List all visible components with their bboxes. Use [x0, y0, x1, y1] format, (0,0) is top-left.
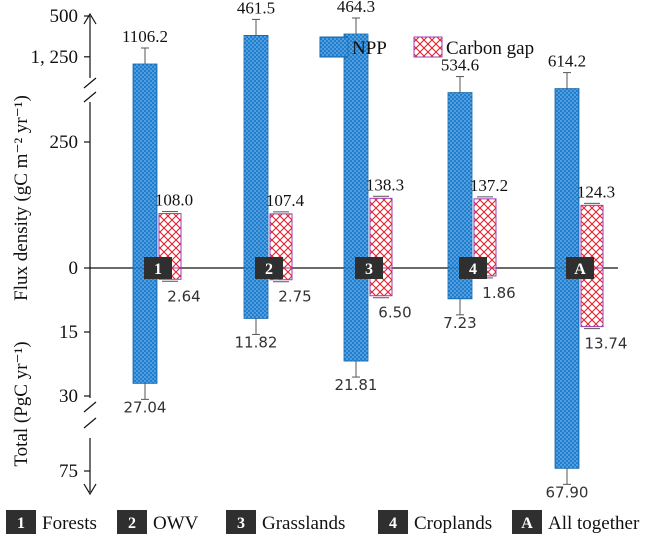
bar-npp-density: [554, 88, 580, 269]
legend-label-npp: NPP: [352, 38, 387, 59]
category-badge: [255, 257, 283, 279]
legend-swatch-carbon-gap: [413, 36, 443, 58]
y-tick-label-top: 500: [50, 6, 79, 27]
bar-npp-total: [343, 267, 369, 362]
value-label-npp-total: 11.82: [235, 333, 278, 351]
category-badge-text: A: [574, 261, 586, 278]
value-label-carbon-gap-total: 13.74: [585, 335, 628, 353]
bar-npp-density: [343, 33, 369, 269]
value-label-npp-total: 27.04: [124, 398, 167, 416]
value-labels: 1106.2 27.04 108.0 2.64 1 461.5 11.82 107.4 2.75…: [122, 0, 628, 501]
category-legend-badge-text: 2: [128, 515, 136, 532]
value-label-carbon-gap-density: 138.3: [366, 175, 404, 194]
y-axis-arrow-bottom: [83, 483, 97, 496]
axis-break-mark-2: [83, 401, 97, 413]
value-label-carbon-gap-total: 2.75: [278, 288, 311, 306]
category-legend-name: Croplands: [414, 513, 492, 534]
category-legend-badge: [6, 510, 36, 534]
value-label-npp-density: 534.6: [441, 56, 479, 75]
value-label-npp-total: 7.23: [443, 314, 476, 332]
y-axis-arrow-top: [83, 12, 97, 25]
category-legend-name: Grasslands: [262, 513, 345, 534]
axis-break-mark-3: [83, 417, 97, 429]
value-label-npp-total: 67.90: [546, 483, 589, 501]
category-legend-badge: [512, 510, 542, 534]
value-label-carbon-gap-total: 6.50: [378, 304, 411, 322]
value-label-npp-density: 1106.2: [122, 27, 168, 46]
category-legend-badge-text: 3: [237, 515, 245, 532]
value-label-carbon-gap-total: 2.64: [167, 287, 200, 305]
value-label-carbon-gap-density: 137.2: [470, 176, 508, 195]
category-legend-badge-text: A: [521, 515, 533, 532]
y-tick-label-top: 250: [50, 132, 79, 153]
value-label-npp-density: 614.2: [548, 52, 586, 71]
bars: [132, 17, 604, 485]
bar-npp-total: [132, 267, 158, 384]
category-legend-name: Forests: [42, 513, 97, 534]
value-label-carbon-gap-density: 108.0: [155, 191, 193, 210]
category-legend-badge-text: 1: [17, 515, 25, 532]
value-label-carbon-gap-total: 1.86: [482, 284, 515, 302]
value-label-carbon-gap-density: 107.4: [266, 191, 305, 210]
y-tick-label-bottom: 75: [59, 461, 78, 482]
category-badge: [355, 257, 383, 279]
category-legend-badge: [226, 510, 256, 534]
value-label-npp-total: 21.81: [335, 376, 378, 394]
category-badge: [144, 257, 172, 279]
category-legend-badge-text: 4: [389, 515, 397, 532]
legend-label-carbon-gap: Carbon gap: [446, 38, 534, 59]
y-tick-label-bottom: 30: [59, 386, 78, 407]
bar-npp-density: [243, 35, 269, 269]
legend-swatch-npp: [319, 36, 349, 58]
axis-break-mark-1: [83, 91, 97, 103]
category-badge-text: 3: [365, 261, 373, 278]
y-axis-label-top: Flux density (gC m⁻² yr⁻¹): [11, 95, 32, 301]
category-legend-name: All together: [548, 513, 640, 534]
axis-break-mark-0: [83, 77, 97, 89]
category-legend-badge: [117, 510, 147, 534]
category-badge-text: 2: [265, 261, 273, 278]
y-axis-label-bottom: Total (PgC yr⁻¹): [11, 341, 32, 466]
y-tick-label-bottom: 15: [59, 322, 78, 343]
category-badge-text: 4: [469, 261, 477, 278]
bar-npp-density: [132, 63, 158, 269]
legend: NPP Carbon gap: [319, 36, 534, 59]
category-legend-badge: [378, 510, 408, 534]
category-badge: [459, 257, 487, 279]
y-tick-label-top: 0: [69, 258, 79, 279]
bar-npp-total: [554, 267, 580, 469]
category-badge: [566, 257, 594, 279]
category-badge-text: 1: [154, 261, 162, 278]
value-label-npp-density: 464.3: [337, 0, 375, 16]
category-legend-name: OWV: [153, 513, 199, 534]
y-ticks: 1, 250 500 250 0 15 30 75: [31, 6, 90, 482]
value-label-carbon-gap-density: 124.3: [577, 182, 615, 201]
bar-npp-density: [447, 92, 473, 269]
y-tick-label-top: 1, 250: [31, 47, 79, 68]
category-legend: 1 Forests 2 OWV 3 Grasslands 4 Croplands A All to…: [6, 510, 640, 534]
value-label-npp-density: 461.5: [237, 0, 275, 17]
